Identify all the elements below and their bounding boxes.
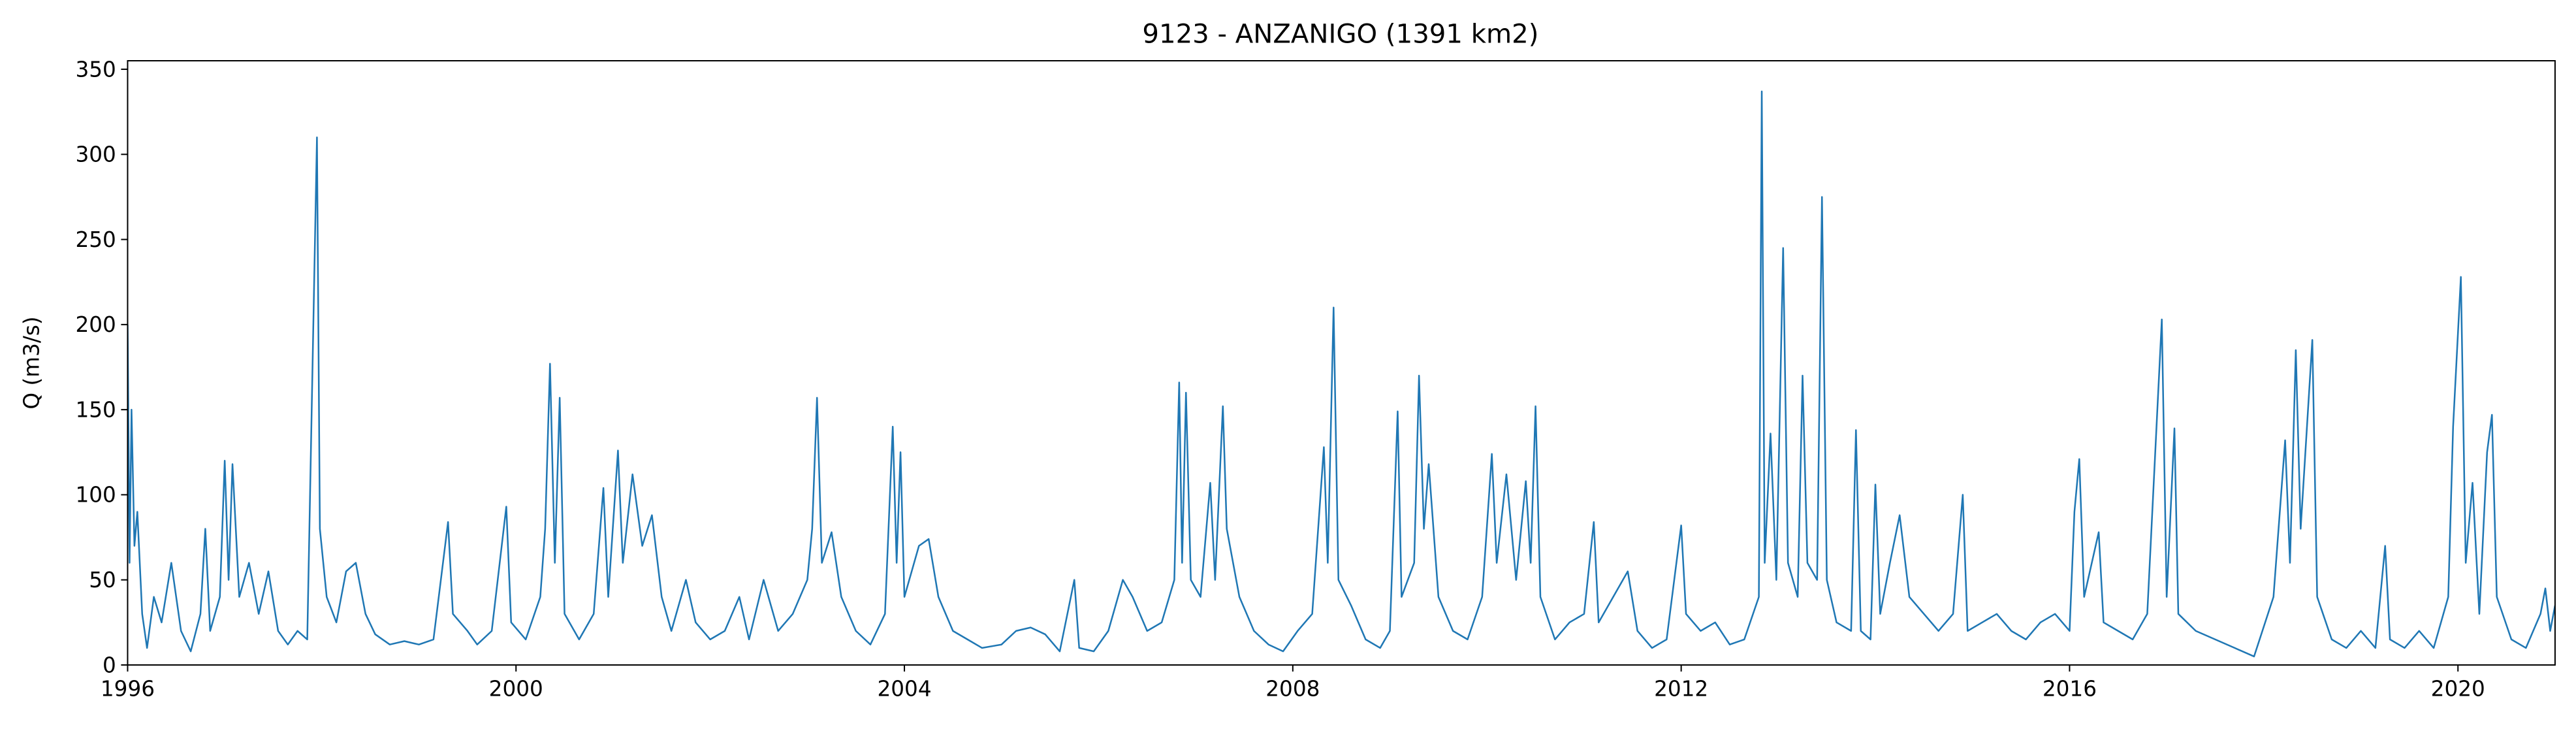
x-tick-label: 2000 xyxy=(489,677,543,702)
y-tick-label: 250 xyxy=(76,227,116,252)
y-tick-label: 100 xyxy=(76,483,116,508)
y-tick-label: 200 xyxy=(76,312,116,337)
x-tick-label: 2020 xyxy=(2431,677,2485,702)
x-tick-label: 2012 xyxy=(1654,677,1708,702)
x-tick-label: 2008 xyxy=(1265,677,1320,702)
x-tick-label: 2016 xyxy=(2043,677,2097,702)
y-tick-label: 0 xyxy=(103,653,116,677)
x-tick-label: 1996 xyxy=(101,677,155,702)
x-tick-label: 2004 xyxy=(877,677,931,702)
flow-line xyxy=(127,90,2555,658)
y-tick-label: 50 xyxy=(89,568,116,592)
y-tick-label: 150 xyxy=(76,397,116,422)
plot-frame xyxy=(127,59,2556,666)
y-tick-label: 300 xyxy=(76,142,116,167)
y-axis-label: Q (m3/s) xyxy=(20,316,44,409)
y-tick-label: 350 xyxy=(76,57,116,82)
chart-title: 9123 - ANZANIGO (1391 km2) xyxy=(1142,19,1538,49)
